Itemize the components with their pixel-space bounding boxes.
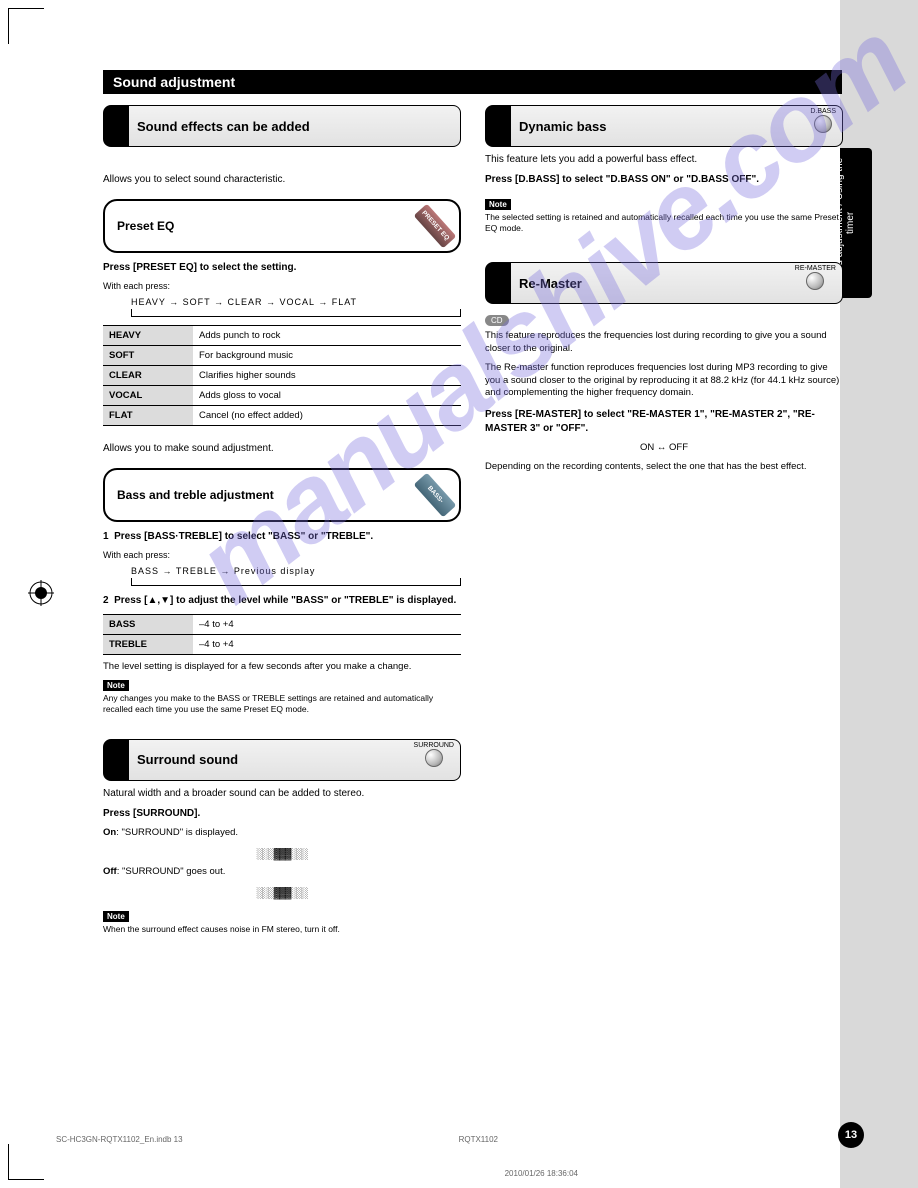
remaster-p2: The Re-master function reproduces freque… [485, 362, 843, 400]
crop-mark [8, 8, 44, 44]
surround-on: On: "SURROUND" is displayed. [103, 827, 461, 840]
table-row-key: TREBLE [103, 635, 193, 655]
table-row-key: CLEAR [103, 366, 193, 386]
bass-treble-intro: Allows you to make sound adjustment. [103, 442, 461, 456]
table-row-key: HEAVY [103, 326, 193, 346]
footer-file: SC-HC3GN-RQTX1102_En.indb 13 [56, 1135, 183, 1144]
table-row-val: For background music [193, 346, 461, 366]
section-surround: Surround sound SURROUND [103, 739, 461, 781]
table-row-val: Clarifies higher sounds [193, 366, 461, 386]
surround-note: When the surround effect causes noise in… [103, 924, 461, 935]
cycle-caption: With each press: [103, 550, 461, 560]
table-row-val: Cancel (no effect added) [193, 406, 461, 426]
note-label: Note [485, 199, 511, 210]
page-title: Sound adjustment [103, 70, 842, 94]
preset-eq-tag-icon: PRESET EQ [409, 199, 455, 255]
surround-indicator-on: ░░░▓▓▓░░░ [103, 844, 461, 862]
manual-page: Sound adjustment Sound effects can be ad… [55, 20, 840, 1150]
section-remaster: Re-Master RE-MASTER [485, 262, 843, 304]
bass-treble-table: BASS–4 to +4TREBLE–4 to +4 [103, 614, 461, 655]
registration-mark-icon [28, 580, 54, 606]
section-sound-effects: Sound effects can be added [103, 105, 461, 147]
bass-treble-cycle: BASS → TREBLE → Previous display [131, 566, 461, 586]
left-column: Sound effects can be added Allows you to… [103, 105, 461, 935]
surround-intro: Natural width and a broader sound can be… [103, 787, 461, 801]
dbass-note: The selected setting is retained and aut… [485, 212, 843, 234]
surround-off: Off: "SURROUND" goes out. [103, 866, 461, 879]
note-label: Note [103, 911, 129, 922]
table-row-val: Adds punch to rock [193, 326, 461, 346]
preset-eq-cycle: HEAVY → SOFT → CLEAR → VOCAL → FLAT [131, 297, 461, 317]
table-row-key: BASS [103, 615, 193, 635]
surround-indicator-off: ░░░▓▓▓░░░ [103, 883, 461, 901]
section-heading-label: Sound effects can be added [129, 105, 461, 147]
preset-eq-intro: Allows you to select sound characteristi… [103, 173, 461, 187]
right-column: Dynamic bass D.BASS This feature lets yo… [485, 105, 843, 474]
table-row-val: –4 to +4 [193, 615, 461, 635]
bass-treble-step2: 2 Press [▲,▼] to adjust the level while … [103, 594, 461, 608]
table-row-val: –4 to +4 [193, 635, 461, 655]
remaster-toggle: ON ↔ OFF [485, 442, 843, 455]
cd-badge: CD [485, 315, 509, 326]
bass-treble-tag-icon: BASS-TREBLE [409, 468, 455, 524]
section-heading-label: Surround sound [137, 752, 238, 767]
table-row-val: Adds gloss to vocal [193, 386, 461, 406]
cycle-caption: With each press: [103, 281, 461, 291]
crop-mark [8, 1144, 44, 1180]
section-dbass: Dynamic bass D.BASS [485, 105, 843, 147]
preset-eq-box: Preset EQ PRESET EQ [103, 199, 461, 253]
dbass-intro: This feature lets you add a powerful bas… [485, 153, 843, 167]
remaster-after: Depending on the recording contents, sel… [485, 461, 843, 474]
preset-eq-table: HEAVYAdds punch to rockSOFTFor backgroun… [103, 325, 461, 426]
dbass-step: Press [D.BASS] to select "D.BASS ON" or … [485, 173, 843, 187]
dbass-button-icon: D.BASS [810, 108, 836, 133]
page-number: 13 [838, 1122, 864, 1148]
bass-treble-after: The level setting is displayed for a few… [103, 661, 461, 674]
footer-code: RQTX1102 [459, 1135, 498, 1144]
section-heading-label: Dynamic bass [519, 119, 606, 134]
sub-box-title: Bass and treble adjustment [117, 488, 274, 502]
note-label: Note [103, 680, 129, 691]
bass-treble-box: Bass and treble adjustment BASS-TREBLE [103, 468, 461, 522]
surround-button-icon: SURROUND [414, 742, 454, 767]
remaster-step: Press [RE-MASTER] to select "RE-MASTER 1… [485, 408, 843, 436]
sub-box-title: Preset EQ [117, 219, 174, 233]
footer-time: 2010/01/26 18:36:04 [505, 1169, 578, 1178]
remaster-button-icon: RE-MASTER [795, 265, 836, 290]
table-row-key: SOFT [103, 346, 193, 366]
surround-step: Press [SURROUND]. [103, 807, 461, 821]
bass-treble-step1: 1 Press [BASS·TREBLE] to select "BASS" o… [103, 530, 461, 544]
section-heading-label: Re-Master [519, 276, 582, 291]
table-row-key: VOCAL [103, 386, 193, 406]
remaster-p1: This feature reproduces the frequencies … [485, 330, 843, 356]
bass-treble-note: Any changes you make to the BASS or TREB… [103, 693, 461, 715]
preset-eq-step: Press [PRESET EQ] to select the setting. [103, 261, 461, 275]
table-row-key: FLAT [103, 406, 193, 426]
